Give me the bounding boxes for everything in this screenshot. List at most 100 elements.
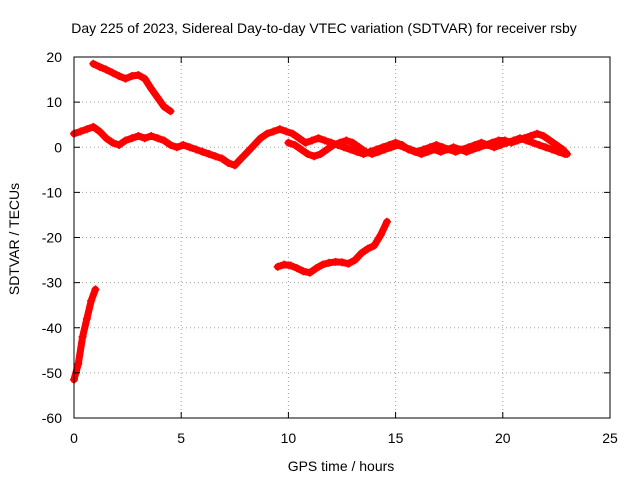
x-tick-label: 10 bbox=[281, 430, 297, 446]
series-band bbox=[89, 60, 174, 115]
data-point bbox=[477, 138, 486, 147]
data-point bbox=[346, 145, 355, 154]
data-point bbox=[344, 259, 353, 268]
data-point bbox=[451, 147, 460, 156]
data-series bbox=[70, 59, 572, 384]
data-point bbox=[160, 136, 169, 145]
data-point bbox=[338, 258, 346, 267]
data-point bbox=[87, 296, 96, 305]
data-point bbox=[288, 129, 297, 138]
data-point bbox=[490, 143, 499, 152]
series-arc-4 bbox=[284, 134, 569, 161]
data-point bbox=[400, 143, 409, 152]
data-point bbox=[299, 267, 308, 276]
data-point bbox=[269, 127, 278, 136]
data-point bbox=[153, 93, 162, 102]
data-point bbox=[363, 244, 372, 253]
data-point bbox=[78, 332, 87, 341]
data-point bbox=[115, 140, 124, 149]
data-point bbox=[320, 136, 329, 145]
data-point bbox=[545, 136, 554, 145]
data-point bbox=[91, 285, 100, 294]
data-point bbox=[342, 136, 351, 145]
data-point bbox=[224, 159, 233, 168]
data-point bbox=[76, 127, 85, 136]
data-point bbox=[256, 134, 265, 143]
data-point bbox=[166, 140, 175, 149]
y-tick-label: -40 bbox=[42, 320, 62, 336]
data-point bbox=[348, 138, 357, 147]
data-point bbox=[127, 71, 136, 80]
data-point bbox=[243, 147, 252, 156]
data-point bbox=[95, 62, 104, 71]
data-point bbox=[503, 138, 512, 147]
y-tick-label: -10 bbox=[42, 184, 62, 200]
data-point bbox=[393, 140, 402, 149]
data-point bbox=[458, 145, 467, 154]
data-point bbox=[262, 129, 271, 138]
data-point bbox=[284, 138, 293, 147]
y-tick-label: 0 bbox=[54, 139, 62, 155]
data-point bbox=[250, 140, 259, 149]
data-point bbox=[318, 260, 327, 269]
data-point bbox=[179, 140, 188, 149]
data-point bbox=[541, 143, 550, 152]
x-tick-label: 15 bbox=[388, 430, 404, 446]
data-point bbox=[419, 145, 428, 154]
data-point bbox=[301, 138, 310, 147]
data-point bbox=[89, 122, 98, 131]
data-point bbox=[470, 140, 479, 149]
data-point bbox=[108, 68, 117, 77]
x-tick-label: 0 bbox=[70, 430, 78, 446]
data-point bbox=[172, 143, 181, 152]
data-point bbox=[273, 262, 282, 271]
data-point bbox=[192, 145, 201, 154]
data-point bbox=[370, 241, 379, 250]
data-point bbox=[297, 145, 306, 154]
data-point bbox=[282, 127, 291, 136]
data-point bbox=[560, 150, 569, 159]
data-point bbox=[438, 143, 447, 152]
data-point bbox=[102, 134, 111, 143]
data-point bbox=[483, 140, 492, 149]
data-point bbox=[509, 136, 518, 145]
data-point bbox=[496, 140, 505, 149]
data-point bbox=[307, 136, 316, 145]
data-point bbox=[82, 314, 91, 323]
axis-ticks: 0 5 10 15 20 25 -60 -50 -40 -30 -20 -10 0 10 20 bbox=[42, 49, 618, 446]
data-point bbox=[95, 127, 104, 136]
data-point bbox=[108, 138, 117, 147]
data-point bbox=[134, 71, 143, 80]
y-tick-label: -60 bbox=[42, 410, 62, 426]
data-point bbox=[211, 152, 220, 161]
data-point bbox=[515, 134, 524, 143]
data-point bbox=[329, 140, 338, 149]
data-point bbox=[140, 134, 149, 143]
x-tick-label: 20 bbox=[495, 430, 511, 446]
data-point bbox=[160, 102, 169, 111]
data-point bbox=[357, 249, 366, 258]
data-point bbox=[153, 134, 162, 143]
grid-lines bbox=[74, 57, 610, 418]
data-point bbox=[554, 147, 563, 156]
data-point bbox=[533, 129, 542, 138]
data-point bbox=[147, 131, 156, 140]
series-arc-1 bbox=[70, 285, 100, 384]
y-tick-label: -20 bbox=[42, 230, 62, 246]
data-point bbox=[314, 134, 323, 143]
data-point bbox=[74, 359, 83, 368]
data-point bbox=[406, 145, 415, 154]
data-point bbox=[275, 125, 284, 134]
data-point bbox=[237, 154, 246, 163]
data-point bbox=[140, 74, 149, 83]
data-point bbox=[413, 147, 422, 156]
data-point bbox=[82, 125, 91, 134]
data-point bbox=[303, 150, 312, 159]
data-point bbox=[198, 147, 207, 156]
data-point bbox=[539, 131, 548, 140]
data-point bbox=[445, 145, 454, 154]
data-point bbox=[185, 143, 194, 152]
data-point bbox=[286, 261, 295, 270]
data-point bbox=[548, 145, 557, 154]
